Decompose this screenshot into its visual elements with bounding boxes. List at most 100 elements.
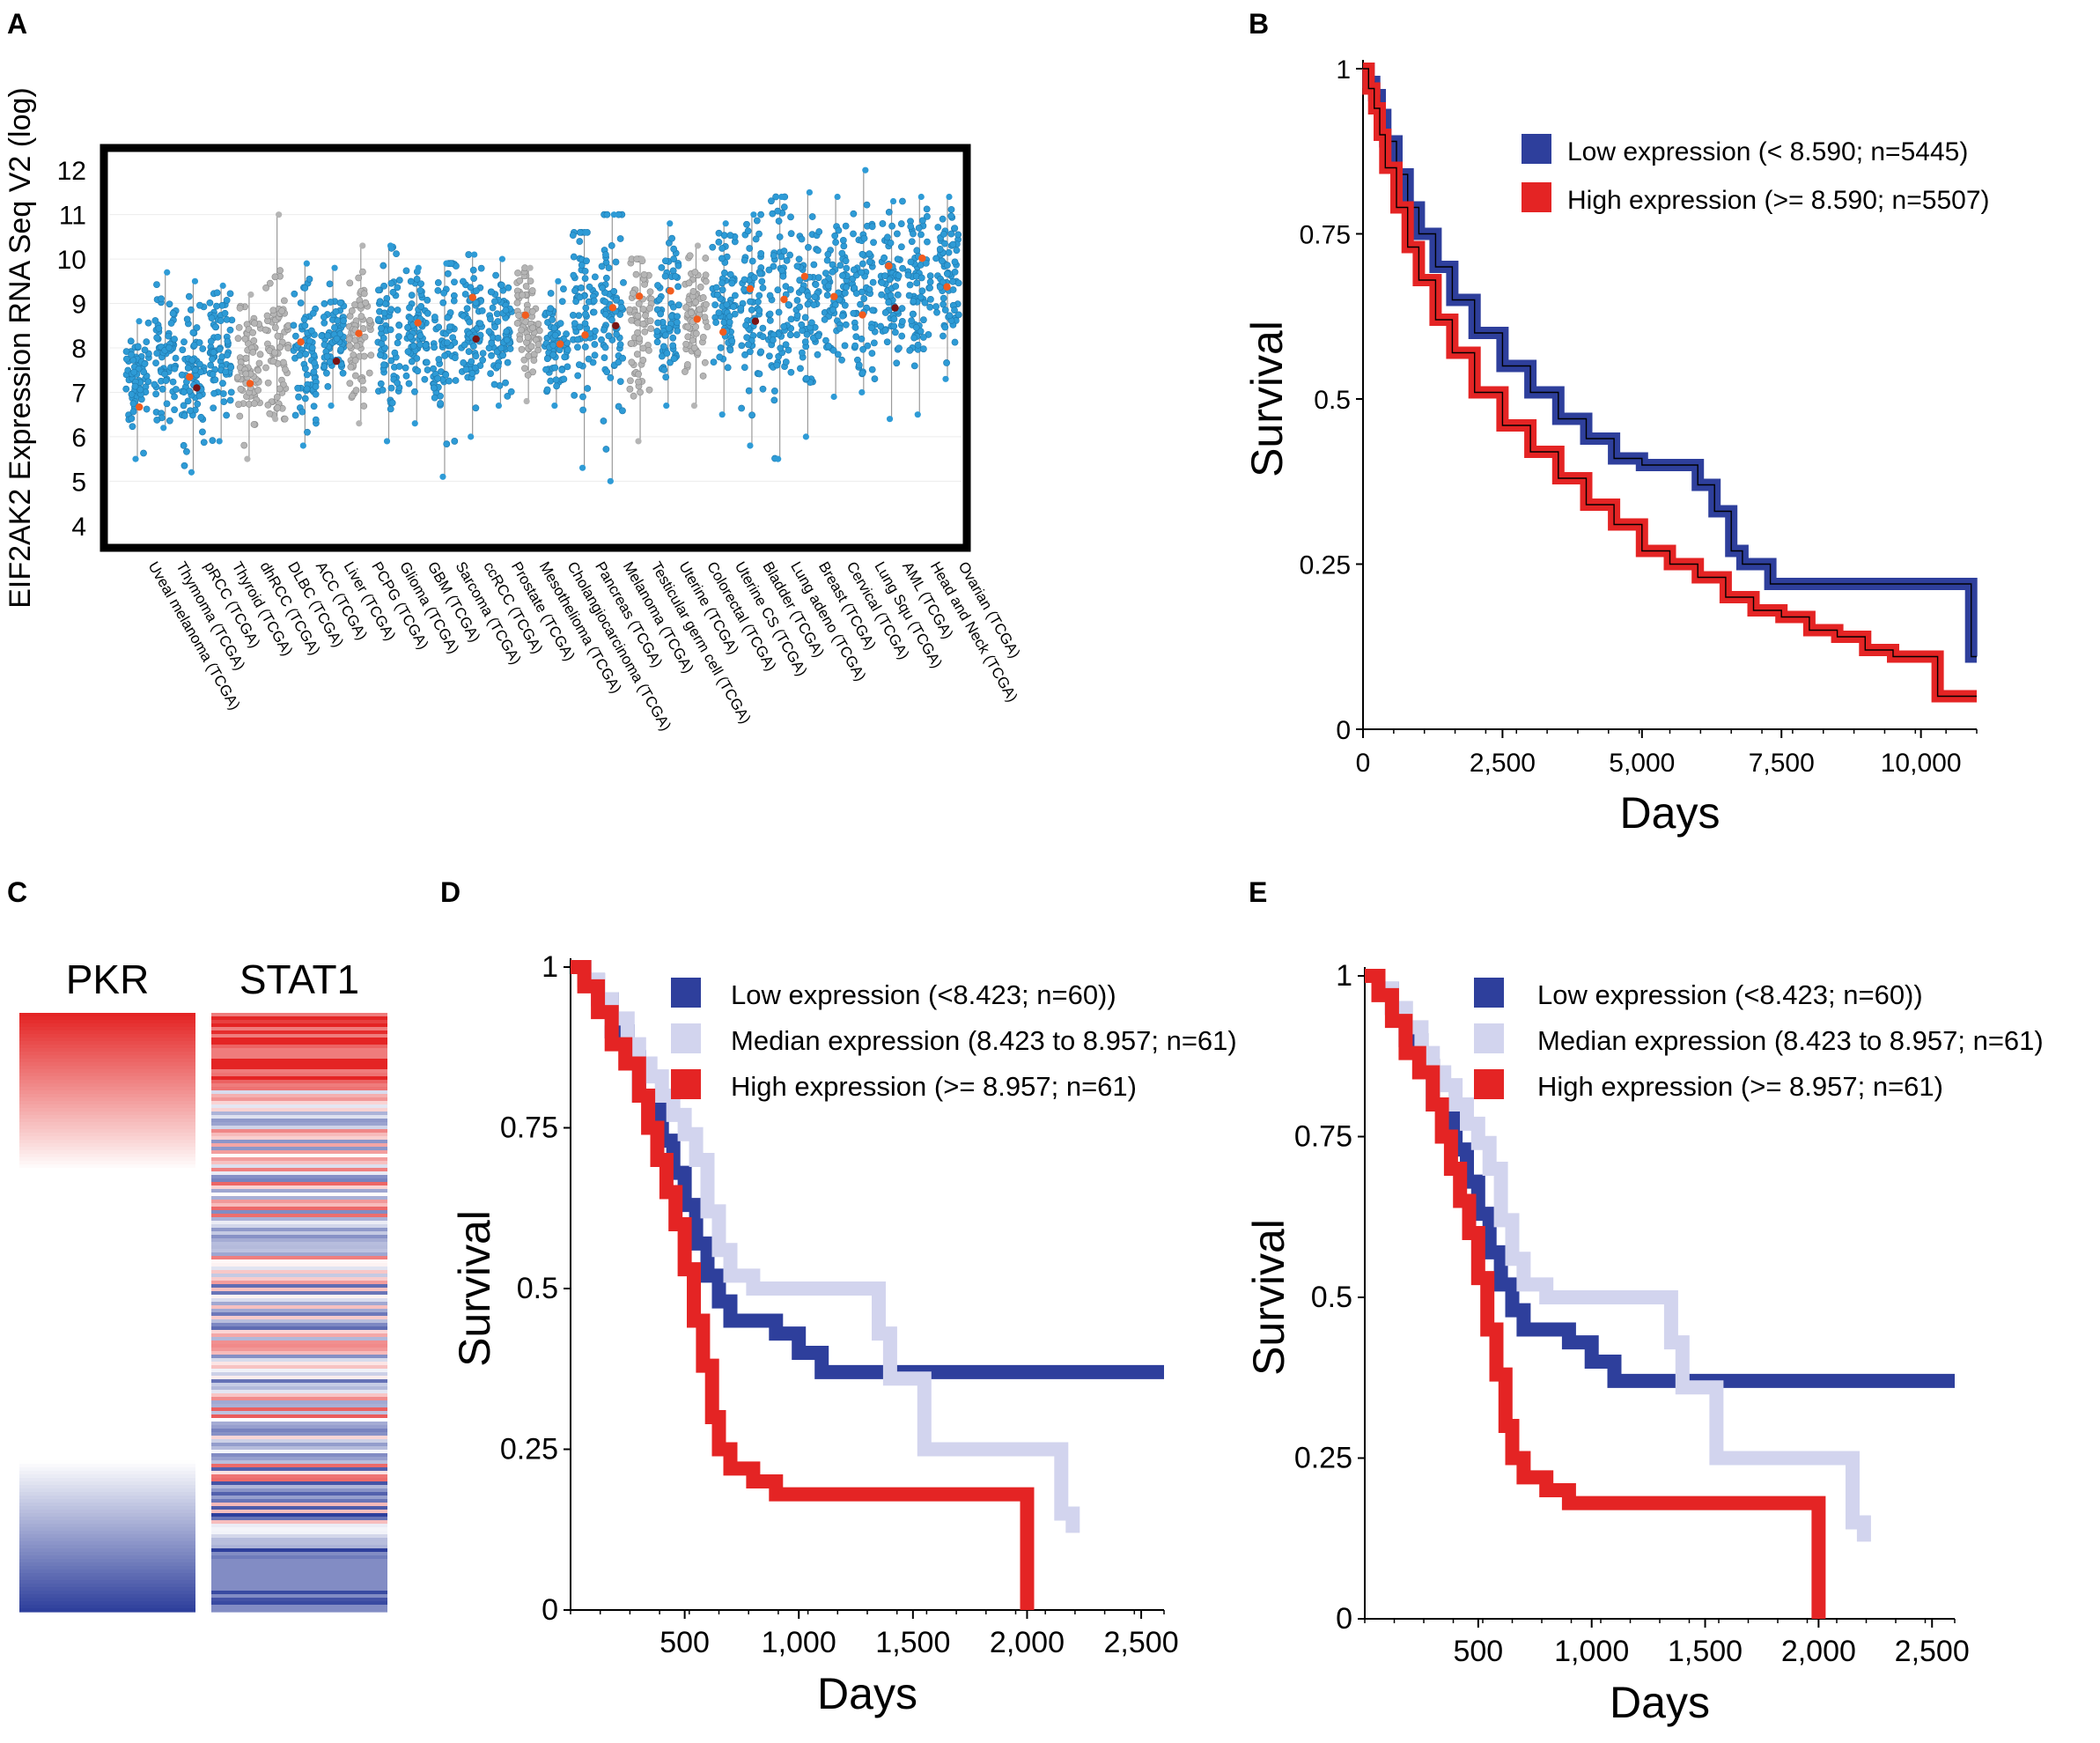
panel-a-dot bbox=[682, 340, 690, 348]
panel-a-dot bbox=[744, 227, 752, 235]
panel-a-dot bbox=[564, 363, 571, 371]
panel-a-dot bbox=[759, 284, 767, 292]
panel-a-dot bbox=[756, 270, 764, 277]
heatmap-cell-stat1 bbox=[211, 1108, 387, 1112]
panel-a-dot bbox=[887, 292, 895, 299]
heatmap-cell-pkr bbox=[19, 1411, 195, 1415]
panel-a-dot bbox=[181, 412, 188, 419]
heatmap-cell-stat1 bbox=[211, 1506, 387, 1510]
panel-a-dot bbox=[924, 212, 931, 220]
panel-a-dot bbox=[337, 345, 345, 353]
panel-a-dot bbox=[431, 394, 438, 402]
heatmap-cell-pkr bbox=[19, 1534, 195, 1539]
panel-a-dot bbox=[755, 298, 762, 306]
panel-a-dot bbox=[746, 245, 754, 252]
panel-a-dot bbox=[470, 275, 477, 283]
panel-a-dot bbox=[307, 327, 315, 335]
panel-a-dot bbox=[171, 336, 178, 343]
heatmap-cell-pkr bbox=[19, 1034, 195, 1038]
y-tick-label: 0.25 bbox=[1294, 1442, 1352, 1475]
heatmap-cell-stat1 bbox=[211, 1436, 387, 1440]
panel-a-dot bbox=[842, 321, 850, 329]
panel-a-dot bbox=[585, 355, 593, 363]
heatmap-cell-pkr bbox=[19, 1460, 195, 1465]
panel-a-dot bbox=[416, 286, 424, 294]
heatmap-cell-pkr bbox=[19, 1573, 195, 1577]
panel-a-dot bbox=[814, 274, 822, 282]
panel-a-dot bbox=[684, 323, 692, 331]
panel-a-dot bbox=[206, 299, 214, 307]
heatmap-cell-pkr bbox=[19, 1379, 195, 1384]
x-tick-label: 1,000 bbox=[762, 1626, 836, 1659]
heatmap-cell-pkr bbox=[19, 1348, 195, 1352]
panel-a-dot bbox=[601, 298, 609, 306]
panel-a-dot bbox=[179, 346, 187, 354]
panel-a-dot bbox=[556, 320, 564, 328]
panel-a-dot bbox=[628, 358, 636, 366]
heatmap-cell-stat1 bbox=[211, 1295, 387, 1299]
panel-a-dot bbox=[395, 333, 402, 341]
panel-a-dot bbox=[173, 386, 180, 393]
panel-a-dot bbox=[242, 354, 250, 362]
heatmap-cell-stat1 bbox=[211, 1267, 387, 1271]
heatmap-cell-stat1 bbox=[211, 1488, 387, 1493]
panel-a-dot bbox=[558, 366, 566, 373]
panel-a-dot bbox=[276, 385, 284, 393]
panel-a-dot bbox=[219, 380, 226, 388]
heatmap-cell-pkr bbox=[19, 1087, 195, 1091]
panel-a-dot bbox=[378, 324, 385, 332]
panel-a-dot bbox=[415, 264, 422, 271]
panel-a-dot bbox=[574, 336, 582, 343]
panel-a-dot bbox=[468, 370, 476, 377]
panel-a-dot bbox=[460, 277, 467, 285]
heatmap-cell-pkr bbox=[19, 1566, 195, 1570]
panel-a-dot bbox=[213, 289, 221, 297]
panel-a-dot bbox=[590, 308, 598, 316]
panel-a-dot bbox=[503, 328, 511, 336]
y-tick-label: 0.25 bbox=[1300, 551, 1351, 580]
heatmap-cell-stat1 bbox=[211, 1048, 387, 1052]
panel-a-dot bbox=[416, 332, 424, 340]
panel-a-dot bbox=[608, 242, 615, 249]
panel-a-dot bbox=[446, 377, 453, 385]
heatmap-cell-pkr bbox=[19, 1608, 195, 1613]
panel-a-dot bbox=[207, 361, 215, 369]
panel-a-dot bbox=[442, 371, 450, 379]
heatmap-cell-stat1 bbox=[211, 1034, 387, 1038]
heatmap-cell-pkr bbox=[19, 1267, 195, 1271]
panel-a-dot bbox=[645, 386, 653, 394]
panel-a-dot bbox=[122, 348, 130, 356]
heatmap-cell-pkr bbox=[19, 1492, 195, 1496]
panel-a-dot bbox=[189, 329, 197, 336]
panel-a-dot bbox=[452, 354, 459, 362]
heatmap-cell-pkr bbox=[19, 1439, 195, 1444]
panel-a-dot bbox=[890, 315, 898, 323]
panel-a-dot bbox=[194, 400, 202, 408]
panel-a-dot bbox=[737, 305, 745, 312]
x-tick-label: 1,000 bbox=[1554, 1635, 1629, 1668]
panel-a-dot bbox=[521, 365, 528, 373]
panel-a-dot bbox=[235, 323, 243, 331]
panel-a-dot bbox=[417, 303, 425, 310]
panel-a-dot bbox=[704, 323, 711, 331]
panel-a-dot bbox=[560, 375, 568, 383]
panel-a-dot bbox=[498, 255, 506, 262]
heatmap-cell-stat1 bbox=[211, 1598, 387, 1602]
x-tick-label: 10,000 bbox=[1881, 749, 1962, 778]
panel-a-dot bbox=[151, 317, 159, 324]
panel-a-dot bbox=[675, 301, 682, 309]
heatmap-cell-pkr bbox=[19, 1323, 195, 1327]
heatmap-cell-stat1 bbox=[211, 1101, 387, 1105]
panel-a-dot bbox=[710, 358, 718, 366]
panel-a-ytick-label: 9 bbox=[71, 291, 86, 320]
panel-a-dot bbox=[823, 256, 831, 264]
panel-a-dot bbox=[838, 249, 846, 257]
panel-a-dot bbox=[926, 272, 934, 280]
panel-a-dot bbox=[276, 211, 283, 218]
panel-a-dot bbox=[318, 332, 326, 340]
heatmap-cell-pkr bbox=[19, 1140, 195, 1144]
panel-a-dot bbox=[694, 242, 702, 249]
heatmap-cell-pkr bbox=[19, 1309, 195, 1313]
panel-a-dot bbox=[850, 309, 858, 317]
panel-a-dot bbox=[505, 284, 512, 292]
